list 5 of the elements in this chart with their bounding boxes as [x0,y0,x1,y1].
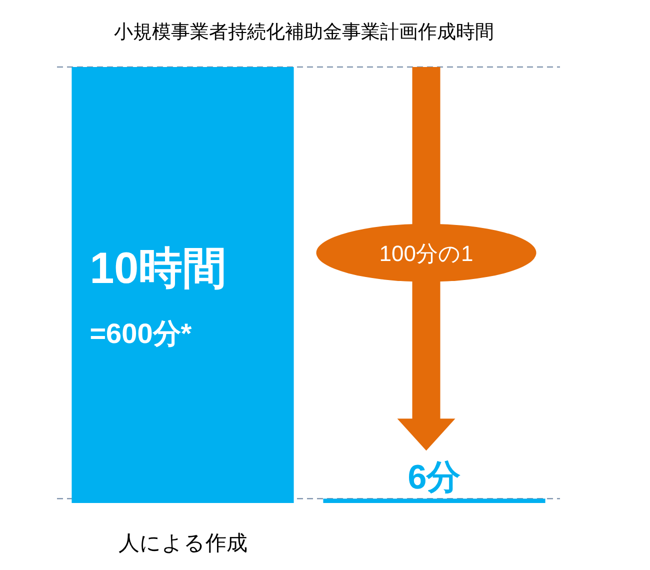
x-tick-label: 人による作成 [118,532,248,555]
annotation: 100分の1 [379,240,474,266]
chart-title: 小規模事業者持続化補助金事業計画作成時間 [114,22,494,43]
data-label: 6分 [408,458,461,497]
data-label: 10時間 =600分* [90,244,227,349]
